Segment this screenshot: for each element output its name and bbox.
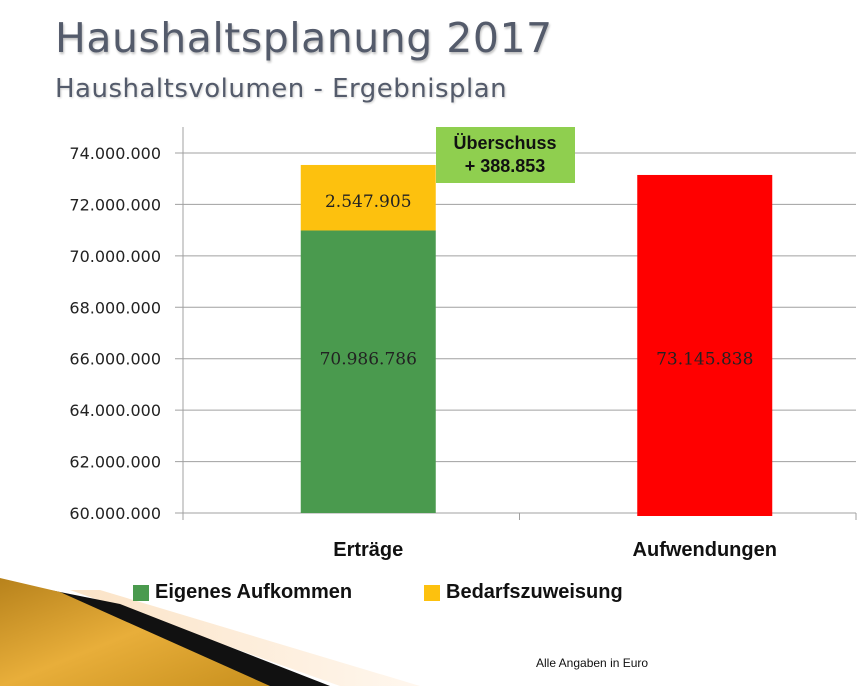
surplus-callout [436, 127, 575, 183]
surplus-value: + 388.853 [465, 156, 546, 176]
footnote: Alle Angaben in Euro [536, 656, 649, 670]
bar-chart: 60.000.000 62.000.000 64.000.000 66.000.000… [69, 127, 857, 603]
y-tick-label: 70.000.000 [69, 247, 161, 266]
data-label: 70.986.786 [320, 350, 417, 370]
legend-swatch [424, 585, 440, 601]
legend-label: Bedarfszuweisung [446, 581, 623, 603]
legend-swatch [133, 585, 149, 601]
surplus-title: Überschuss [453, 133, 556, 153]
corner-decoration [0, 578, 420, 686]
legend-label: Eigenes Aufkommen [155, 581, 352, 603]
data-label: 2.547.905 [325, 192, 412, 212]
data-label: 73.145.838 [656, 350, 753, 370]
bar-segment [637, 174, 773, 516]
bar-segment [300, 230, 436, 513]
category-label: Aufwendungen [633, 539, 777, 561]
y-tick-label: 62.000.000 [69, 453, 161, 472]
y-tick-label: 60.000.000 [69, 504, 161, 523]
y-tick-label: 68.000.000 [69, 298, 161, 317]
y-tick-label: 64.000.000 [69, 401, 161, 420]
y-tick-label: 66.000.000 [69, 350, 161, 369]
y-tick-label: 72.000.000 [69, 195, 161, 214]
y-tick-label: 74.000.000 [69, 144, 161, 163]
bar-segment [300, 164, 436, 231]
slide-title: Haushaltsplanung 2017 [55, 14, 553, 62]
slide-subtitle: Haushaltsvolumen - Ergebnisplan [55, 74, 508, 104]
category-label: Erträge [333, 539, 403, 561]
